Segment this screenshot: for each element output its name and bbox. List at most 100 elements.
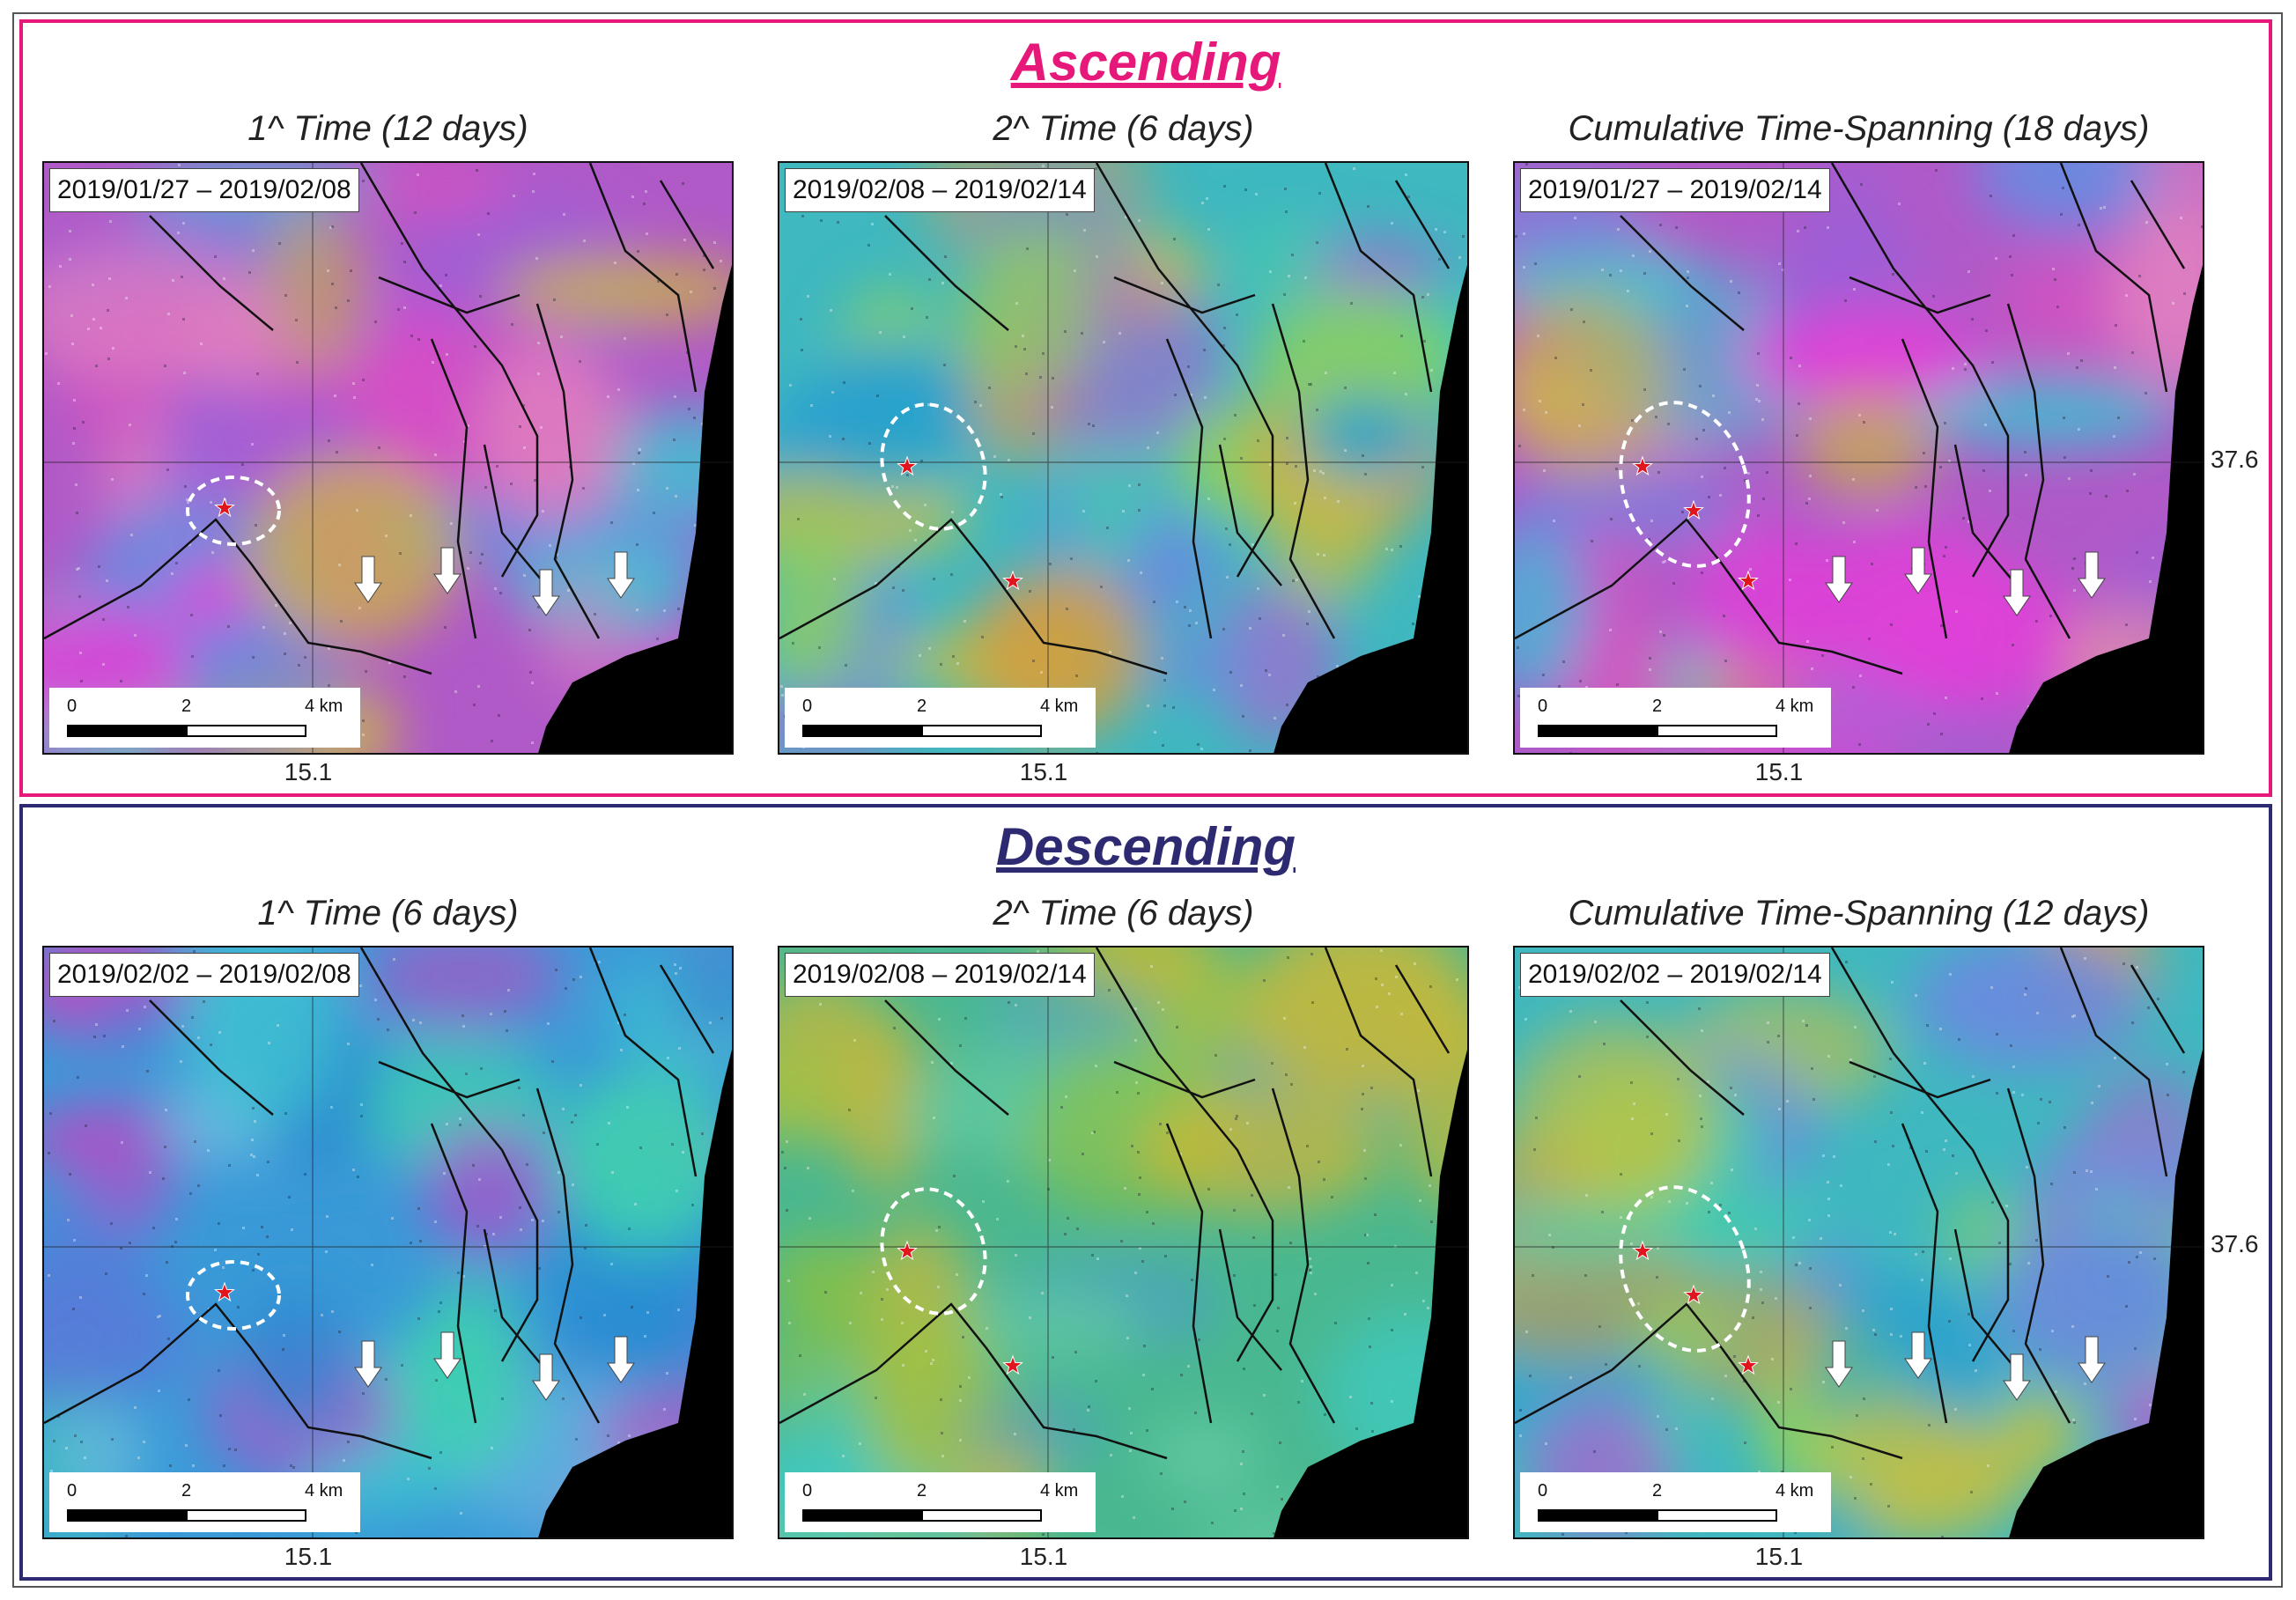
asc-map-3: 2019/01/27 – 2019/02/14 0 2 4 km xyxy=(1513,161,2204,755)
down-arrow-icon xyxy=(607,1336,635,1383)
interferogram xyxy=(44,947,732,1537)
down-arrow-icon xyxy=(1904,547,1932,594)
fault-line xyxy=(1849,276,1991,314)
scale-label-2: 2 xyxy=(181,697,192,716)
phase-fringe xyxy=(1300,394,1429,481)
fault-line xyxy=(1901,338,1948,639)
fault-line xyxy=(779,1302,1168,1460)
down-arrow-icon xyxy=(433,547,461,594)
fault-line xyxy=(430,1123,477,1424)
star-marker-icon xyxy=(1738,1354,1759,1375)
scale-label-0: 0 xyxy=(802,697,813,716)
interferogram xyxy=(44,163,732,753)
sea-area xyxy=(1274,265,1467,753)
phase-fringe xyxy=(853,1301,995,1488)
down-arrow-icon xyxy=(1904,1331,1932,1379)
fault-line xyxy=(483,444,547,586)
scale-label-4km: 4 km xyxy=(1776,697,1814,716)
interferogram xyxy=(1515,163,2203,753)
scale-label-4km: 4 km xyxy=(1776,1481,1814,1500)
star-marker-icon xyxy=(1632,455,1653,476)
down-arrow-icon xyxy=(354,1340,382,1388)
fault-line xyxy=(1394,964,1451,1054)
desc-map-2: 2019/02/08 – 2019/02/14 0 2 4 km xyxy=(778,946,1469,1539)
fault-line xyxy=(884,215,1009,331)
scale-label-4km: 4 km xyxy=(1040,1481,1079,1500)
phase-fringe xyxy=(1251,290,1456,438)
fault-line xyxy=(2130,964,2186,1054)
scale-bar: 0 2 4 km xyxy=(785,1472,1096,1532)
phase-fringe xyxy=(960,227,1092,389)
asc-panel-1-title: 1^ Time (12 days) xyxy=(247,109,528,148)
fault-line xyxy=(1095,947,1274,1362)
down-arrow-icon xyxy=(607,551,635,599)
down-arrow-icon xyxy=(1825,556,1853,603)
scale-bar-black xyxy=(802,725,923,737)
fault-line xyxy=(1271,303,1336,639)
sea-area xyxy=(538,1050,732,1537)
phase-fringe xyxy=(2036,1153,2203,1207)
descending-group: Descending 1^ Time (6 days) 2^ Time (6 d… xyxy=(19,804,2272,1581)
phase-fringe xyxy=(539,572,629,696)
sea-area xyxy=(2009,265,2203,753)
dashed-ellipse xyxy=(880,402,987,531)
scale-bar-black xyxy=(1538,725,1658,737)
fault-line xyxy=(430,338,477,639)
asc-lon-label-2: 15.1 xyxy=(1019,758,1068,785)
fault-line xyxy=(44,518,432,675)
fault-line xyxy=(359,163,539,578)
phase-fringe xyxy=(557,1071,732,1247)
star-marker-icon xyxy=(1002,1354,1023,1375)
phase-fringe xyxy=(75,1096,181,1227)
scale-label-2: 2 xyxy=(917,1481,927,1500)
date-range-label: 2019/02/08 – 2019/02/14 xyxy=(785,953,1095,997)
scale-bar: 0 2 4 km xyxy=(1520,1472,1831,1532)
fault-line xyxy=(359,947,539,1362)
fault-line xyxy=(1515,518,1903,675)
scale-label-2: 2 xyxy=(917,697,927,716)
fault-line xyxy=(659,964,715,1054)
star-marker-icon xyxy=(1632,1240,1653,1261)
phase-fringe xyxy=(1515,1018,1716,1217)
scale-label-4km: 4 km xyxy=(305,697,343,716)
star-marker-icon xyxy=(897,1240,918,1261)
scale-label-0: 0 xyxy=(1538,697,1548,716)
fault-line xyxy=(1515,1302,1903,1460)
fault-line xyxy=(149,999,274,1116)
fault-line xyxy=(1953,444,2018,586)
star-marker-icon xyxy=(1002,570,1023,591)
desc-lon-label-3: 15.1 xyxy=(1754,1543,1804,1570)
fault-line xyxy=(1165,1123,1213,1424)
scale-bar-black xyxy=(67,725,188,737)
phase-fringe xyxy=(423,1124,553,1257)
dashed-ellipse xyxy=(186,476,281,546)
scale-label-0: 0 xyxy=(67,1481,78,1500)
asc-map-1: 2019/01/27 – 2019/02/08 0 2 4 km xyxy=(42,161,734,755)
star-marker-icon xyxy=(214,497,235,518)
coordinate-grid xyxy=(1515,163,2203,753)
ascending-title: Ascending xyxy=(1010,33,1281,92)
fault-line xyxy=(149,215,274,331)
phase-fringe xyxy=(1916,380,2178,446)
phase-fringe xyxy=(79,985,197,1045)
fault-line xyxy=(1113,1060,1256,1099)
phase-fringe xyxy=(477,339,624,524)
fault-line xyxy=(2006,1088,2071,1424)
scale-bar-black xyxy=(67,1509,188,1522)
phase-fringe xyxy=(2135,163,2203,254)
asc-panel-3-title: Cumulative Time-Spanning (18 days) xyxy=(1568,109,2150,148)
scale-label-4km: 4 km xyxy=(305,1481,343,1500)
scale-label-2: 2 xyxy=(181,1481,192,1500)
fault-line xyxy=(1901,1123,1948,1424)
scale-bar: 0 2 4 km xyxy=(785,688,1096,748)
fault-line xyxy=(1095,163,1274,578)
phase-fringe xyxy=(1997,1392,2081,1473)
scale-label-4km: 4 km xyxy=(1040,697,1079,716)
fault-line xyxy=(588,163,698,393)
scale-bar: 0 2 4 km xyxy=(1520,688,1831,748)
date-range-label: 2019/02/08 – 2019/02/14 xyxy=(785,168,1095,212)
down-arrow-icon xyxy=(433,1331,461,1379)
fault-line xyxy=(588,947,698,1177)
phase-fringe xyxy=(1798,392,1937,499)
fault-line xyxy=(1953,1228,2018,1371)
